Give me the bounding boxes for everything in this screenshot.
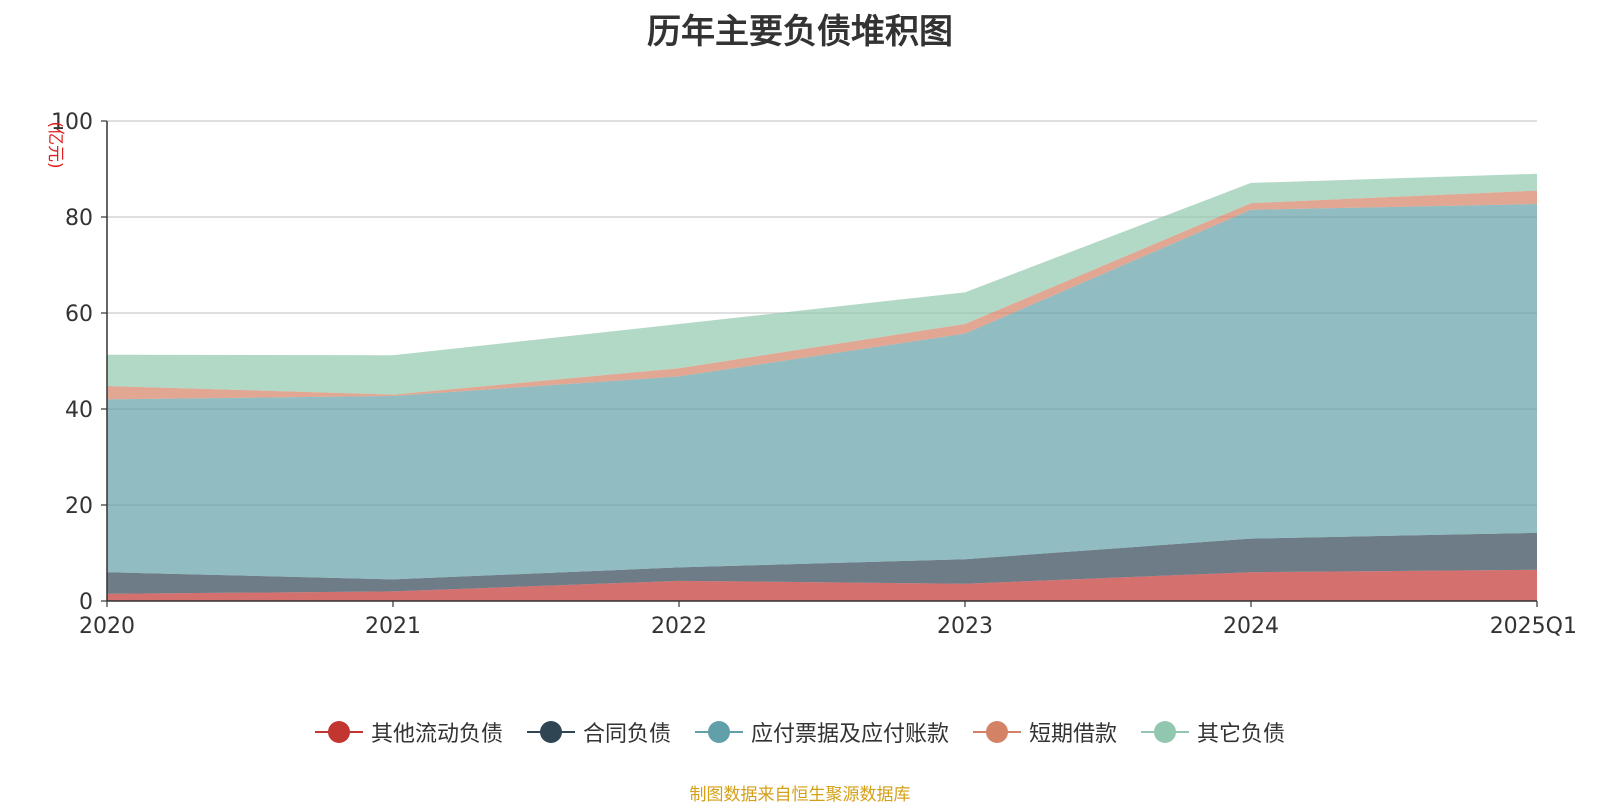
chart-title: 历年主要负债堆积图 xyxy=(647,12,953,52)
x-tick-label: 2022 xyxy=(651,614,707,639)
legend-item-1[interactable]: 合同负债 xyxy=(526,716,671,748)
x-tick-label: 2020 xyxy=(79,614,135,639)
legend-marker-icon xyxy=(973,720,1021,744)
legend-label: 合同负债 xyxy=(582,722,671,747)
legend-item-4[interactable]: 其它负债 xyxy=(1141,716,1285,748)
source-note: 制图数据来自恒生聚源数据库 xyxy=(689,785,911,805)
area-series-2 xyxy=(107,204,1537,580)
legend-item-0[interactable]: 其他流动负债 xyxy=(314,716,503,748)
y-tick-label: 60 xyxy=(65,302,93,327)
legend-marker-icon xyxy=(314,720,363,744)
x-tick-label: 2024 xyxy=(1223,614,1279,639)
legend-label: 短期借款 xyxy=(1029,722,1118,747)
legend-label: 应付票据及应付账款 xyxy=(750,722,949,747)
legend-marker-icon xyxy=(694,720,743,744)
area-series-4 xyxy=(107,173,1537,395)
area-series-0 xyxy=(107,569,1537,601)
y-tick-label: 100 xyxy=(51,110,93,135)
x-tick-label: 2025Q1 xyxy=(1490,614,1577,639)
y-tick-label: 0 xyxy=(79,590,93,615)
legend-marker-icon xyxy=(526,720,575,744)
legend-label: 其它负债 xyxy=(1197,722,1286,747)
x-tick-label: 2021 xyxy=(365,614,421,639)
legend-label: 其他流动负债 xyxy=(370,722,503,747)
legend-marker-icon xyxy=(1141,720,1190,744)
axes xyxy=(101,120,1538,607)
area-layer xyxy=(107,173,1537,601)
x-tick-label: 2023 xyxy=(937,614,993,639)
y-tick-label: 80 xyxy=(65,206,93,231)
legend-item-3[interactable]: 短期借款 xyxy=(973,716,1117,748)
y-tick-label: 40 xyxy=(65,398,93,423)
y-axis-unit-label: (亿元) xyxy=(45,121,65,168)
legend: 其他流动负债 合同负债 应付票据及应付账款 短期借款 其它负债 xyxy=(0,716,1600,748)
y-tick-label: 20 xyxy=(65,494,93,519)
legend-item-2[interactable]: 应付票据及应付账款 xyxy=(694,716,949,748)
tick-labels: 0 20 40 60 80 100 2020 2021 2022 2023 2024 2025Q1 xyxy=(51,110,1577,639)
